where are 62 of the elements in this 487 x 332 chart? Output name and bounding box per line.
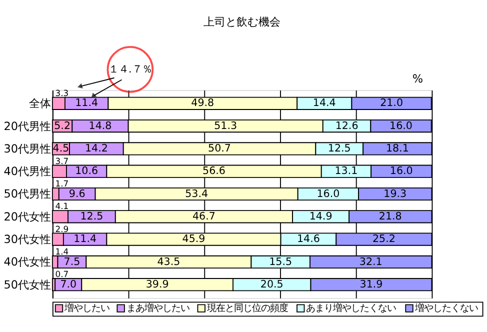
data-label: 18.1 bbox=[386, 142, 409, 155]
data-label: 11.4 bbox=[75, 97, 98, 110]
data-label: 21.8 bbox=[378, 210, 402, 222]
text: % bbox=[412, 72, 424, 86]
data-label: 15.5 bbox=[269, 256, 292, 268]
data-label: 51.3 bbox=[214, 120, 238, 132]
data-label: 31.9 bbox=[360, 278, 383, 290]
data-label: 2.9 bbox=[55, 224, 69, 234]
data-label: 56.6 bbox=[202, 165, 226, 178]
data-label: 7.5 bbox=[64, 256, 80, 268]
legend-label: まあ増やしたい bbox=[126, 303, 190, 314]
legend-label: 増やしたい bbox=[64, 303, 110, 314]
text: １４.７％ bbox=[108, 63, 152, 76]
data-label: 49.8 bbox=[191, 97, 214, 110]
data-label: 16.0 bbox=[316, 188, 340, 200]
data-label: 12.6 bbox=[335, 120, 358, 132]
data-label: 14.9 bbox=[309, 210, 332, 222]
legend-label: 増やしたくない bbox=[414, 303, 478, 314]
data-label: 21.0 bbox=[380, 97, 404, 110]
data-label: 50.7 bbox=[208, 142, 231, 155]
data-label: 12.5 bbox=[80, 210, 104, 222]
data-label: 9.6 bbox=[68, 188, 86, 200]
data-label: 0.7 bbox=[55, 269, 69, 280]
data-label: 53.4 bbox=[185, 188, 208, 200]
data-label: 16.0 bbox=[390, 120, 412, 132]
legend-label: あまり増やしたくない bbox=[306, 303, 396, 314]
y-tick-label: 20代女性 bbox=[4, 210, 52, 224]
data-label: 32.1 bbox=[359, 256, 382, 268]
data-label: 19.3 bbox=[384, 188, 407, 200]
data-label: 39.9 bbox=[146, 278, 169, 290]
y-tick-label: 30代女性 bbox=[4, 233, 52, 246]
data-label: 14.6 bbox=[297, 233, 320, 246]
data-label: 3.3 bbox=[55, 88, 69, 98]
data-label: 1.4 bbox=[55, 246, 69, 256]
data-label: 14.4 bbox=[312, 97, 336, 110]
y-tick-label: 30代男性 bbox=[4, 142, 52, 156]
data-label: 12.5 bbox=[328, 142, 351, 155]
y-tick-label: 50代男性 bbox=[4, 188, 52, 201]
data-label: 25.2 bbox=[372, 233, 396, 246]
data-label: 7.0 bbox=[60, 278, 77, 290]
data-label: 20.5 bbox=[260, 278, 284, 290]
data-label: 43.5 bbox=[157, 256, 180, 268]
y-tick-label: 40代男性 bbox=[4, 165, 52, 178]
y-tick-label: 全体 bbox=[29, 97, 52, 110]
y-tick-label: 20代男性 bbox=[4, 120, 52, 133]
data-label: 46.7 bbox=[192, 210, 216, 222]
data-label: 14.2 bbox=[84, 142, 108, 155]
data-label: 14.8 bbox=[88, 120, 112, 132]
data-label: 4.1 bbox=[55, 201, 69, 212]
legend-label: 現在と同じ位の頻度 bbox=[206, 303, 288, 314]
data-label: 1.7 bbox=[55, 178, 69, 189]
y-tick-label: 40代女性 bbox=[4, 256, 52, 269]
data-label: 4.5 bbox=[52, 142, 70, 155]
data-label: 45.9 bbox=[182, 233, 206, 246]
data-label: 10.6 bbox=[75, 165, 98, 178]
data-label: 5.2 bbox=[54, 120, 71, 132]
chart-title: 上司と飲む機会 bbox=[204, 15, 281, 28]
y-tick-label: 50代女性 bbox=[4, 278, 52, 292]
data-label: 11.4 bbox=[74, 233, 97, 246]
data-label: 16.0 bbox=[390, 165, 413, 178]
data-label: 13.1 bbox=[334, 165, 358, 178]
data-label: 3.7 bbox=[55, 156, 69, 166]
